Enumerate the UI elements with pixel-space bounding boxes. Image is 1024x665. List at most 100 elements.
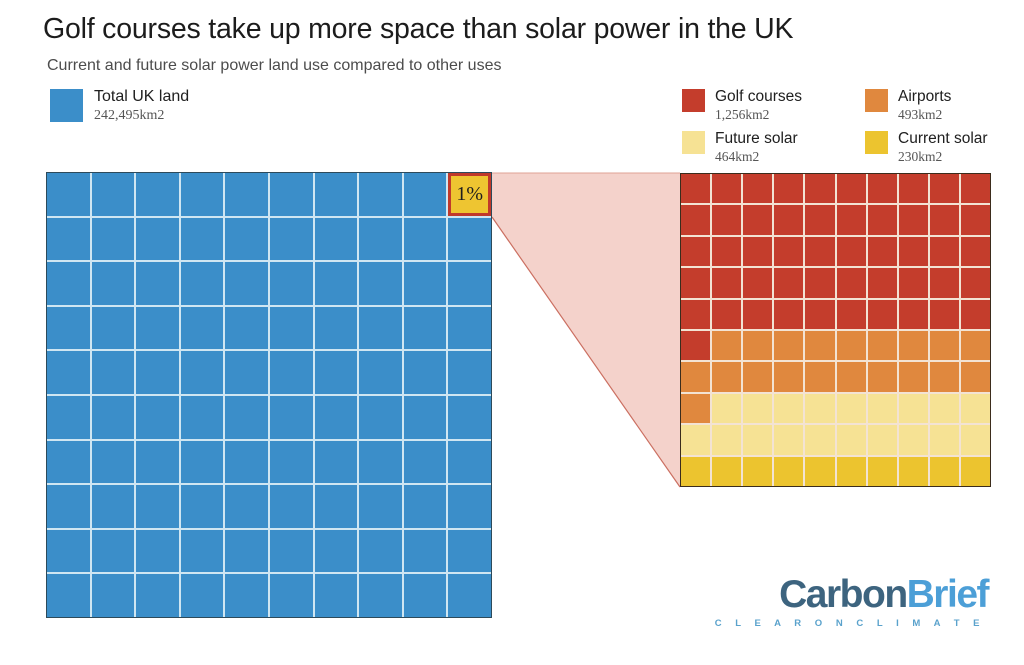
- land-use-cell: [960, 362, 990, 392]
- land-use-cell: [836, 362, 866, 392]
- land-use-cell: [929, 205, 959, 235]
- uk-land-cell: [180, 262, 224, 305]
- uk-land-cell: [47, 440, 90, 484]
- future-solar-swatch: [682, 130, 705, 154]
- land-use-cell: [712, 174, 742, 204]
- land-use-cell: [712, 268, 742, 298]
- uk-land-cell: [314, 529, 358, 573]
- land-use-cell: [774, 330, 804, 361]
- uk-land-cell: [269, 529, 313, 573]
- land-use-cell: [743, 299, 773, 329]
- uk-land-cell: [47, 574, 90, 617]
- uk-land-cell: [225, 574, 268, 617]
- uk-land-cell: [180, 306, 224, 350]
- uk-land-cell: [47, 485, 90, 528]
- land-use-cell: [774, 425, 804, 455]
- current-solar-swatch: [865, 130, 888, 154]
- uk-land-cell: [136, 574, 179, 617]
- legend-label-current-solar: Current solar: [898, 129, 988, 147]
- land-use-cell: [960, 393, 990, 424]
- logo-tagline: C L E A R O N C L I M A T E: [714, 618, 985, 629]
- land-use-cell: [805, 330, 835, 361]
- land-use-cell: [929, 268, 959, 298]
- land-use-cell: [867, 205, 897, 235]
- land-use-cell: [836, 236, 866, 267]
- land-use-cell: [867, 268, 897, 298]
- legend-item-future-solar: Future solar 464km2: [682, 129, 865, 165]
- land-use-cell: [867, 393, 897, 424]
- legend-value-future-solar: 464km2: [715, 149, 760, 165]
- land-use-cell: [681, 362, 711, 392]
- land-use-cell: [929, 393, 959, 424]
- uk-land-cell: [359, 173, 402, 216]
- uk-land-cell: [359, 440, 402, 484]
- uk-land-cell: [91, 574, 135, 617]
- uk-land-cell: [225, 351, 268, 394]
- land-use-cell: [836, 330, 866, 361]
- land-use-cell: [805, 456, 835, 486]
- legend-total-label: Total UK land: [94, 88, 190, 105]
- uk-land-cell: [180, 529, 224, 573]
- land-use-cell: [836, 393, 866, 424]
- land-use-cell: [681, 393, 711, 424]
- land-use-cell: [774, 174, 804, 204]
- uk-land-cell: [47, 395, 90, 439]
- land-use-cell: [898, 174, 928, 204]
- land-use-cell: [929, 425, 959, 455]
- land-use-cell: [960, 330, 990, 361]
- land-use-cell: [743, 174, 773, 204]
- legend-label-future-solar: Future solar: [715, 129, 798, 147]
- uk-land-cell: [403, 485, 447, 528]
- uk-land-cell: [225, 485, 268, 528]
- land-use-cell: [898, 268, 928, 298]
- land-use-cell: [836, 268, 866, 298]
- land-use-cell: [712, 205, 742, 235]
- carbonbrief-wordmark: CarbonBrief: [715, 573, 990, 616]
- uk-land-cell: [91, 395, 135, 439]
- uk-land-cell: [91, 440, 135, 484]
- uk-land-cell: [225, 173, 268, 216]
- land-use-cell: [805, 236, 835, 267]
- land-use-cell: [743, 205, 773, 235]
- land-use-cell: [805, 268, 835, 298]
- uk-land-cell: [91, 217, 135, 261]
- land-use-cell: [898, 236, 928, 267]
- uk-land-cell: [269, 217, 313, 261]
- land-use-cell: [867, 174, 897, 204]
- logo-brief-text: Brief: [906, 573, 990, 616]
- uk-land-cell: [314, 262, 358, 305]
- uk-land-cell: [448, 529, 491, 573]
- land-use-cell: [805, 393, 835, 424]
- uk-land-cell: [136, 306, 179, 350]
- land-use-cell: [929, 174, 959, 204]
- land-use-cell: [743, 456, 773, 486]
- land-use-cell: [836, 174, 866, 204]
- legend-total-value: 242,495km2: [94, 107, 165, 123]
- uk-land-cell: [225, 262, 268, 305]
- land-use-cell: [960, 425, 990, 455]
- uk-land-cell: [359, 262, 402, 305]
- uk-land-cell: [359, 395, 402, 439]
- uk-land-cell: [225, 395, 268, 439]
- land-use-cell: [681, 456, 711, 486]
- uk-land-cell: [136, 485, 179, 528]
- land-use-waffle: [680, 173, 991, 487]
- land-use-cell: [898, 299, 928, 329]
- uk-land-cell: [136, 529, 179, 573]
- uk-land-cell: [359, 217, 402, 261]
- uk-land-cell: [269, 440, 313, 484]
- uk-land-cell: [359, 485, 402, 528]
- logo-carbon-text: Carbon: [779, 573, 908, 616]
- uk-land-cell: [314, 574, 358, 617]
- land-use-cell: [743, 362, 773, 392]
- carbonbrief-logo: CarbonBrief C L E A R O N C L I M A T E: [714, 573, 990, 629]
- land-use-cell: [805, 205, 835, 235]
- uk-land-cell: [225, 529, 268, 573]
- uk-land-cell: [180, 485, 224, 528]
- uk-land-cell: [403, 262, 447, 305]
- land-use-cell: [712, 299, 742, 329]
- uk-land-cell: [91, 173, 135, 216]
- uk-land-cell: [359, 529, 402, 573]
- uk-land-cell: [269, 395, 313, 439]
- total-uk-land-swatch: [50, 89, 83, 122]
